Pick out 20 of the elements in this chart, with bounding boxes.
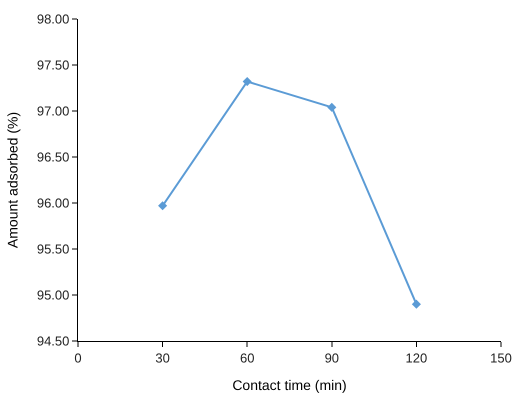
x-tick-label: 150 — [490, 350, 512, 366]
x-tick-label: 30 — [155, 350, 170, 366]
y-tick-label: 96.00 — [36, 196, 70, 211]
point — [158, 201, 168, 210]
x-axis-title: Contact time (min) — [232, 376, 347, 393]
point — [242, 77, 252, 86]
x-tick-label: 90 — [324, 350, 340, 366]
x-tick-label: 0 — [74, 350, 82, 366]
y-tick-label: 96.50 — [36, 150, 70, 165]
y-tick-label: 95.00 — [36, 288, 70, 303]
point — [412, 300, 421, 309]
y-tick-label: 94.50 — [36, 334, 70, 349]
point — [327, 102, 336, 112]
y-tick-label: 98.00 — [36, 12, 70, 27]
y-tick-label: 95.50 — [36, 242, 70, 257]
y-tick-label: 97.00 — [36, 104, 70, 119]
x-tick-label: 120 — [406, 350, 428, 366]
y-tick-label: 97.50 — [36, 58, 70, 73]
y-axis-title: Amount adsorbed (%) — [4, 112, 20, 248]
x-tick-label: 60 — [240, 350, 254, 366]
